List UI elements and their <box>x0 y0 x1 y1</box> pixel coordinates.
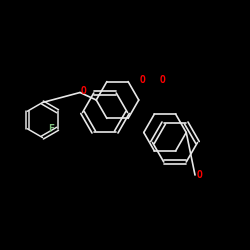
Text: O: O <box>81 86 87 96</box>
Text: O: O <box>160 75 166 85</box>
Text: O: O <box>197 170 203 180</box>
Text: F: F <box>48 124 54 134</box>
Text: O: O <box>140 75 145 85</box>
